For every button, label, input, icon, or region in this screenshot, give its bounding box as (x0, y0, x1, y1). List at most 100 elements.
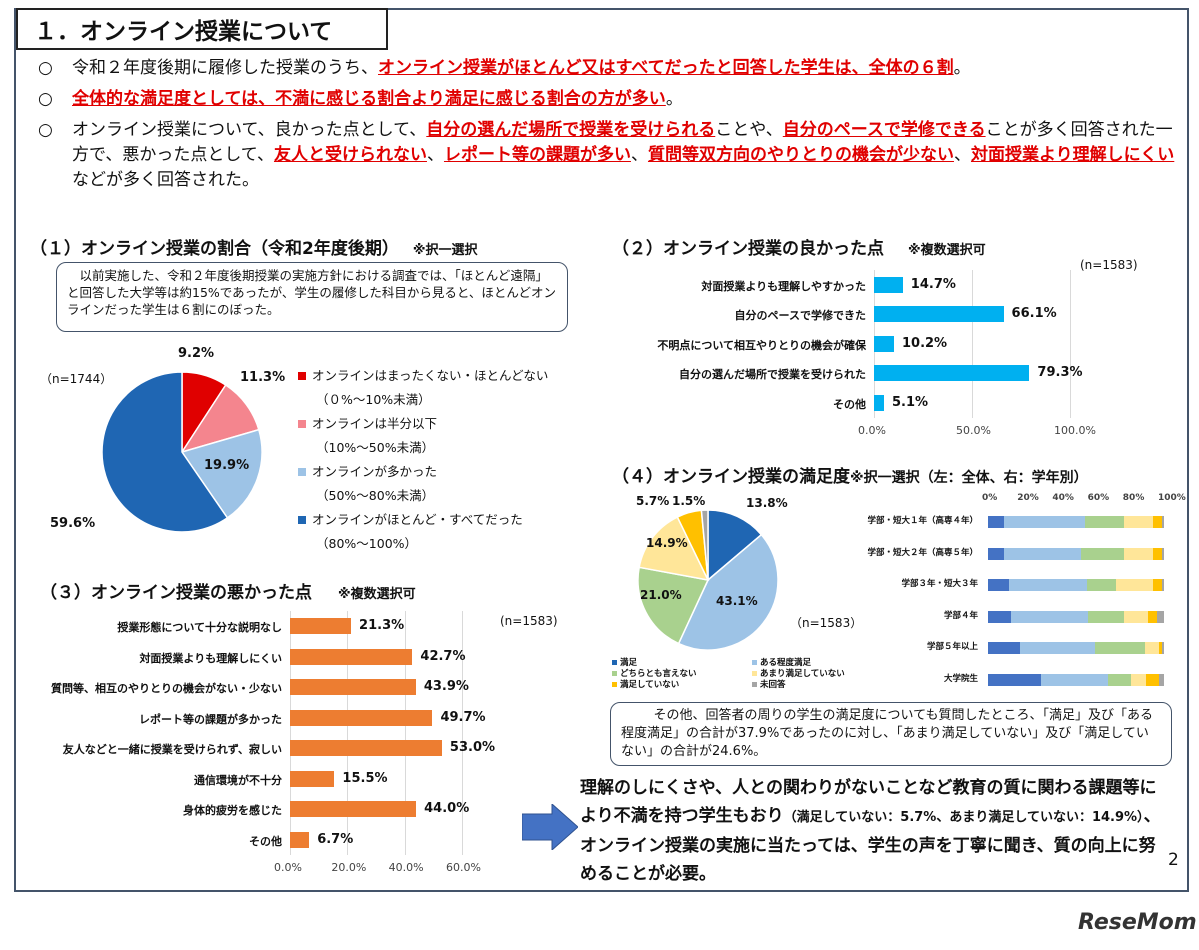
axis-tick-label: 80% (1122, 493, 1145, 503)
bullet-text: 。 (953, 58, 971, 78)
section4-callout: その他、回答者の周りの学生の満足度についても質問したところ、「満足」及び「ある程… (610, 702, 1172, 766)
bar-value-label: 49.7% (440, 709, 486, 725)
section4-n: （n=1583） (790, 616, 863, 630)
stacked-bar-segment (1081, 547, 1124, 560)
category-label: その他 (249, 834, 282, 848)
pie-slice (707, 509, 763, 582)
legend-item: オンラインは半分以下 (298, 412, 548, 436)
bullet-item: ○ オンライン授業について、良かった点として、自分の選んだ場所で授業を受けられるこ… (38, 118, 1178, 193)
category-label: 学部４年 (943, 610, 978, 621)
bullet-text: オンライン授業について、良かった点として、 (72, 120, 427, 140)
legend-swatch (612, 660, 617, 665)
axis-tick-label: 40.0% (388, 861, 424, 874)
bar (874, 394, 884, 411)
satisfaction-pie-chart (637, 509, 779, 651)
legend-label: 未回答 (760, 680, 786, 690)
highlight-text: 友人と受けられない (273, 145, 427, 165)
category-label: 自分の選んだ場所で授業を受けられた (679, 368, 866, 382)
category-label: 身体的疲労を感じた (183, 804, 282, 818)
legend-label: どちらとも言えない (620, 669, 697, 679)
section4-title: （４）オンライン授業の満足度※択一選択（左：全体、右：学年別） (612, 467, 1088, 487)
pie-value-label: 14.9% (646, 536, 688, 550)
legend-swatch (298, 420, 306, 428)
bullet-item: ○ 令和２年度後期に履修した授業のうち、オンライン授業がほとんど又はすべてだったと… (38, 56, 1178, 81)
stacked-bar-segment (1003, 547, 1082, 560)
bar (290, 709, 433, 726)
category-label: 対面授業よりも理解しやすかった (701, 279, 866, 293)
gridline (1070, 270, 1071, 418)
pie-value-label: 43.1% (716, 594, 758, 608)
stacked-bar-segment (1162, 547, 1164, 560)
axis-tick-label: 0% (982, 493, 998, 503)
ratio-pie-chart (101, 371, 263, 533)
stacked-bar-segment (1162, 516, 1164, 528)
legend-label: オンラインがほとんど・すべてだった (312, 512, 523, 527)
pie-value-label: 19.9% (204, 458, 250, 473)
pie-value-label: 11.3% (240, 370, 286, 385)
section1-title: （１）オンライン授業の割合（令和2年度後期） ※択一選択 (30, 239, 478, 259)
bar-value-label: 6.7% (317, 831, 354, 847)
bar (290, 648, 413, 665)
category-label: 学部・短大１年（高専４年） (867, 516, 978, 526)
slide-frame (14, 8, 1189, 892)
stacked-bar-segment (1086, 579, 1117, 591)
axis-tick-label: 60% (1087, 493, 1110, 503)
axis-tick-label: 0.0% (274, 861, 302, 874)
pie-slice (677, 533, 779, 651)
stacked-bar-segment (1146, 673, 1159, 686)
bar-value-label: 10.2% (901, 335, 948, 351)
legend-label: ある程度満足 (760, 658, 812, 668)
bullet-text: 令和２年度後期に履修した授業のうち、 (72, 58, 378, 78)
stacked-bar-segment (988, 516, 1004, 528)
legend-item: 満足 (612, 658, 752, 669)
bar (290, 801, 417, 818)
legend-item: 未回答 (752, 680, 892, 691)
stacked-bar-segment (1010, 610, 1089, 623)
legend-swatch (752, 671, 757, 676)
bar (290, 831, 310, 848)
stacked-bar-segment (1123, 610, 1149, 623)
pie-slice (700, 509, 709, 581)
legend-label: あまり満足していない (760, 669, 845, 679)
stacked-bar-segment (988, 579, 1010, 591)
stacked-bar-segment (1153, 579, 1163, 591)
stacked-bar-segment (1088, 610, 1124, 623)
legend-label: オンラインはまったくない・ほとんどない (312, 368, 549, 383)
legend-swatch (752, 682, 757, 687)
bar-value-label: 21.3% (359, 618, 405, 634)
bullet-text: 、 (426, 145, 444, 165)
highlight-text: オンライン授業がほとんど又はすべてだったと回答した学生は、全体の６割 (378, 58, 954, 78)
category-label: 自分のペースで学修できた (734, 309, 866, 323)
axis-tick-label: 60.0% (446, 861, 481, 874)
highlight-text: 自分のペースで学修できる (782, 120, 986, 140)
stacked-bar-segment (1148, 610, 1157, 623)
bar-value-label: 14.7% (910, 276, 956, 292)
conclusion-part1: 理解のしにくさや、人との関わりがないことなど教育の質に関わる課題等により不満を持… (580, 778, 1157, 826)
bar (290, 770, 335, 787)
category-label: 授業形態について十分な説明なし (117, 621, 282, 635)
category-label: 大学院生 (943, 673, 978, 684)
pie-slice (638, 516, 710, 582)
section3-n: (n=1583) (500, 614, 558, 628)
stacked-bar-segment (1003, 516, 1085, 528)
category-label: 学部３年・短大３年 (901, 579, 978, 589)
bar (874, 365, 1030, 382)
pie-value-label: 1.5% (672, 494, 706, 508)
stacked-bar-segment (1158, 673, 1164, 686)
bullet-item: ○ 全体的な満足度としては、不満に感じる割合より満足に感じる割合の方が多い。 (38, 87, 1178, 112)
summary-bullets: ○ 令和２年度後期に履修した授業のうち、オンライン授業がほとんど又はすべてだったと… (38, 56, 1178, 199)
section4-note: ※択一選択（左：全体、右：学年別） (850, 470, 1088, 486)
section2-n: (n=1583) (1080, 258, 1138, 272)
bar-value-label: 44.0% (424, 801, 470, 817)
axis-tick-label: 100% (1158, 493, 1186, 503)
legend-sublabel: （10%～50%未満） (316, 440, 435, 455)
ratio-legend: オンラインはまったくない・ほとんどない （０%～10%未満） オンラインは半分以下 （… (298, 364, 548, 556)
category-label: 対面授業よりも理解しにくい (139, 651, 282, 665)
legend-item: オンラインはまったくない・ほとんどない (298, 364, 548, 388)
stacked-bar-segment (1123, 516, 1154, 528)
section1-n: （n=1744） (40, 372, 113, 386)
pie-value-label: 21.0% (640, 588, 682, 602)
stacked-bar-segment (1153, 516, 1163, 528)
bar (874, 276, 903, 293)
conclusion-text: 理解のしにくさや、人との関わりがないことなど教育の質に関わる課題等により不満を持… (580, 774, 1170, 888)
